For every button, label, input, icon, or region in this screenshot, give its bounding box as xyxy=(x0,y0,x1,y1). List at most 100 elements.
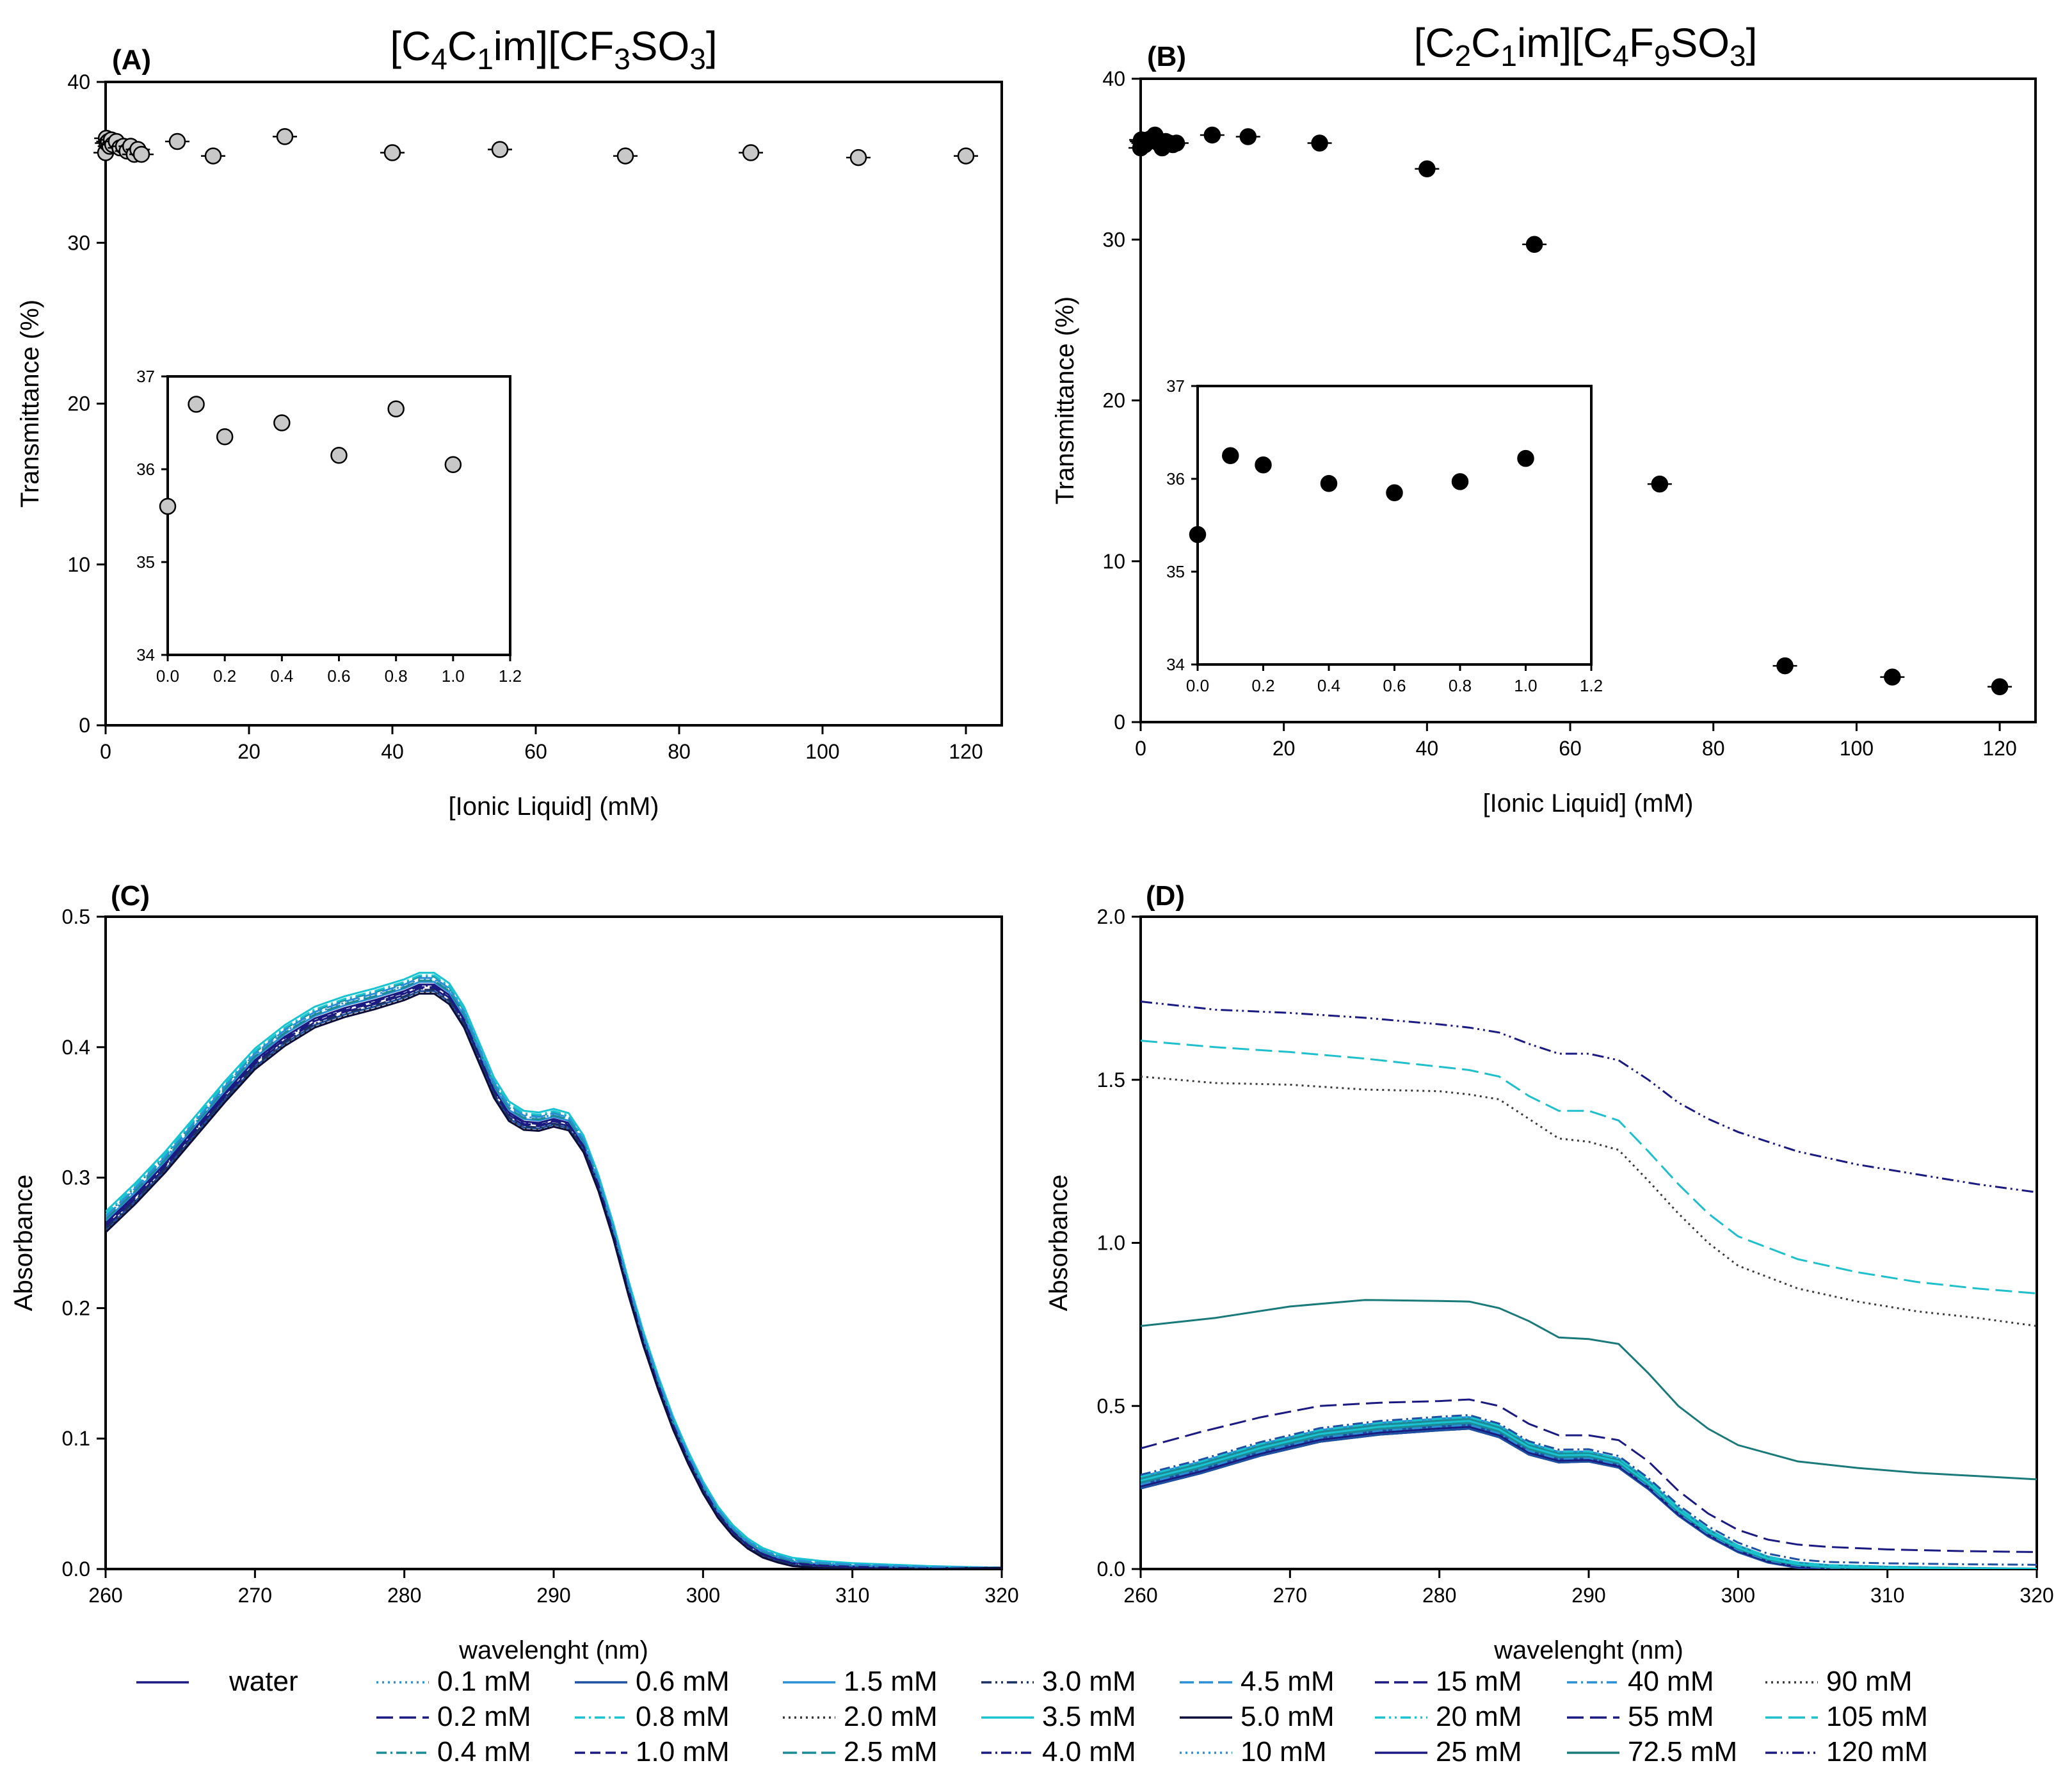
data-point xyxy=(1651,475,1669,493)
data-point xyxy=(742,144,760,161)
main-x-tick-label: 300 xyxy=(686,1584,720,1607)
series-line xyxy=(106,977,1002,1569)
legend-label: 5.0 mM xyxy=(1241,1701,1335,1732)
main-x-tick-label: 60 xyxy=(524,740,547,763)
title-text: ] xyxy=(1746,20,1758,66)
title-subscript: 3 xyxy=(614,42,630,76)
main-y-tick-label: 0.5 xyxy=(62,905,90,928)
panel-label: (D) xyxy=(1146,880,1185,912)
main-x-tick-label: 40 xyxy=(381,740,404,763)
main-y-tick-label: 30 xyxy=(67,231,90,254)
data-point xyxy=(1991,678,2009,695)
title-text: SO xyxy=(630,23,689,69)
data-point xyxy=(1418,160,1436,177)
title-text: ] xyxy=(706,23,718,69)
inset-data-point xyxy=(444,456,462,473)
data-point xyxy=(1203,126,1221,144)
legend-label: 0.2 mM xyxy=(437,1701,531,1732)
inset-data-point xyxy=(1386,484,1403,501)
data-point xyxy=(957,147,975,165)
main-y-tick-label: 0.0 xyxy=(62,1558,90,1581)
data-point xyxy=(1525,236,1543,254)
legend-label: 1.5 mM xyxy=(844,1666,938,1697)
main-x-tick-label: 270 xyxy=(1273,1584,1307,1607)
inset-x-tick-label: 1.0 xyxy=(1514,676,1537,695)
title-subscript: 1 xyxy=(477,42,494,76)
inset-x-tick-label: 1.0 xyxy=(442,666,465,686)
x-axis-label: wavelenght (nm) xyxy=(1493,1636,1683,1664)
title-subscript: 4 xyxy=(431,42,447,76)
title-subscript: 2 xyxy=(1455,39,1472,72)
main-x-tick-label: 60 xyxy=(1559,737,1582,760)
title-subscript: 9 xyxy=(1654,39,1671,72)
main-y-tick-label: 20 xyxy=(67,392,90,415)
legend: water 0.1 mM 0.6 mM 1.5 mM 3.0 mM 4.5 mM 15 mM… xyxy=(136,1666,1928,1767)
data-point xyxy=(276,128,294,145)
series-line xyxy=(106,976,1002,1569)
x-axis-label: [Ionic Liquid] (mM) xyxy=(449,793,659,821)
inset-data-point xyxy=(1189,526,1207,543)
main-x-tick-label: 80 xyxy=(1702,737,1725,760)
data-point xyxy=(491,141,509,158)
main-x-tick-label: 100 xyxy=(1840,737,1874,760)
series-line xyxy=(106,972,1002,1569)
x-axis-label: [Ionic Liquid] (mM) xyxy=(1483,789,1694,817)
series-line xyxy=(106,992,1002,1569)
panel-label: (C) xyxy=(111,880,150,912)
main-x-tick-label: 0 xyxy=(1135,737,1146,760)
series-line xyxy=(1141,1040,2037,1294)
data-point xyxy=(1168,134,1185,152)
legend-label: 120 mM xyxy=(1826,1736,1928,1767)
inset-data-point xyxy=(1320,475,1338,492)
main-x-tick-label: 120 xyxy=(949,740,983,763)
title-text: [C xyxy=(390,23,431,69)
data-point xyxy=(383,144,401,161)
main-x-tick-label: 320 xyxy=(984,1584,1018,1607)
data-point xyxy=(1776,657,1794,675)
inset-data-point xyxy=(273,414,291,431)
main-y-tick-label: 0 xyxy=(79,714,90,737)
inset-y-tick-label: 34 xyxy=(1166,655,1185,674)
series-line xyxy=(1141,1001,2037,1193)
series-group xyxy=(106,972,1002,1569)
title-text: im][C xyxy=(1517,20,1612,66)
title-subscript: 3 xyxy=(1730,39,1746,72)
inset-data-point xyxy=(1517,449,1534,467)
main-y-tick-label: 0.3 xyxy=(62,1166,90,1189)
series-line xyxy=(1141,1299,2037,1481)
series-line xyxy=(1141,1420,2037,1569)
inset-y-tick-label: 36 xyxy=(1166,469,1185,488)
main-y-tick-label: 0.4 xyxy=(62,1036,90,1059)
main-x-tick-label: 20 xyxy=(1273,737,1296,760)
inset-x-tick-label: 0.6 xyxy=(327,666,350,686)
chart-title: [C4C1im][CF3SO3] xyxy=(390,23,717,76)
legend-label: 4.5 mM xyxy=(1241,1666,1335,1697)
inset-background xyxy=(168,376,510,655)
legend-label: 3.0 mM xyxy=(1042,1666,1136,1697)
legend-label: 105 mM xyxy=(1826,1701,1928,1732)
legend-label: 10 mM xyxy=(1241,1736,1326,1767)
main-y-tick-label: 1.5 xyxy=(1097,1068,1125,1091)
inset-x-tick-label: 1.2 xyxy=(499,666,522,686)
main-y-tick-label: 10 xyxy=(1102,550,1125,573)
legend-label: 90 mM xyxy=(1826,1666,1912,1697)
inset-background xyxy=(1198,386,1591,664)
legend-label: 25 mM xyxy=(1436,1736,1522,1767)
inset-data-point xyxy=(387,400,405,417)
main-y-tick-label: 40 xyxy=(1102,67,1125,90)
y-axis-label: Transmittance (%) xyxy=(16,300,44,508)
main-x-tick-label: 40 xyxy=(1416,737,1439,760)
title-subscript: 4 xyxy=(1612,39,1629,72)
series-line xyxy=(1141,1398,2037,1553)
title-text: im][CF xyxy=(494,23,614,69)
main-y-tick-label: 0 xyxy=(1114,711,1125,734)
series-line xyxy=(1141,1075,2037,1327)
data-point xyxy=(1311,134,1328,152)
main-x-tick-label: 320 xyxy=(2020,1584,2053,1607)
series-line xyxy=(106,987,1002,1569)
panel-b: (B) [C2C1im][C4F9SO3]0 20 40 60 80 100 12001020… xyxy=(1051,20,2037,817)
inset-data-point xyxy=(188,396,205,413)
inset-x-tick-label: 1.2 xyxy=(1580,676,1603,695)
title-text: C xyxy=(447,23,477,69)
main-x-tick-label: 290 xyxy=(536,1584,570,1607)
